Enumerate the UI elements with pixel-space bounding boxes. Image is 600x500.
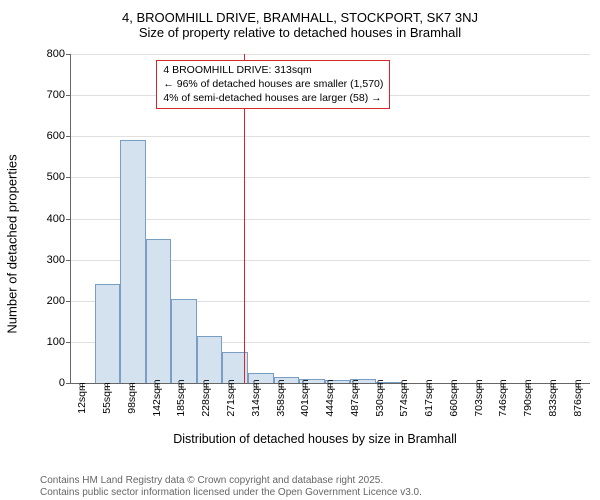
x-tick: 55sqm [95,386,120,436]
histogram-bar [197,336,223,383]
chart-area: Number of detached properties 0100200300… [30,44,600,444]
footer-line2: Contains public sector information licen… [40,487,422,499]
x-tick: 487sqm [342,386,367,436]
x-tick: 12sqm [70,386,95,436]
plot-area: 0100200300400500600700800 4 BROOMHILL DR… [70,54,590,384]
x-tick-label: 833sqm [547,379,559,416]
histogram-bar [171,299,197,383]
x-tick: 401sqm [293,386,318,436]
x-tick-label: 358sqm [275,379,287,416]
x-tick: 228sqm [194,386,219,436]
histogram-bar [95,284,121,383]
chart-title-line1: 4, BROOMHILL DRIVE, BRAMHALL, STOCKPORT,… [10,10,590,25]
annotation-line2: ← 96% of detached houses are smaller (1,… [163,77,383,91]
x-tick-label: 185sqm [175,379,187,416]
x-tick: 530sqm [367,386,392,436]
chart-title-line2: Size of property relative to detached ho… [10,25,590,40]
x-tick-label: 401sqm [299,379,311,416]
x-tick-label: 314sqm [250,379,262,416]
x-tick-label: 142sqm [151,379,163,416]
annotation-line1: 4 BROOMHILL DRIVE: 313sqm [163,63,383,77]
x-tick: 185sqm [169,386,194,436]
x-tick-label: 228sqm [200,379,212,416]
x-tick-label: 12sqm [76,382,88,414]
x-tick: 746sqm [491,386,516,436]
x-tick-label: 790sqm [522,379,534,416]
x-tick: 314sqm [243,386,268,436]
x-ticks: 12sqm55sqm98sqm142sqm185sqm228sqm271sqm3… [70,386,590,436]
x-tick-label: 703sqm [473,379,485,416]
x-tick: 271sqm [219,386,244,436]
x-tick: 660sqm [441,386,466,436]
x-tick: 703sqm [466,386,491,436]
x-tick: 358sqm [268,386,293,436]
x-tick: 617sqm [417,386,442,436]
x-tick-label: 617sqm [423,379,435,416]
x-axis-label: Distribution of detached houses by size … [173,432,456,446]
x-tick-label: 530sqm [374,379,386,416]
x-tick: 574sqm [392,386,417,436]
annotation-box: 4 BROOMHILL DRIVE: 313sqm ← 96% of detac… [156,60,390,109]
x-tick-label: 98sqm [126,382,138,414]
x-tick: 444sqm [318,386,343,436]
x-tick: 142sqm [144,386,169,436]
x-tick-label: 444sqm [324,379,336,416]
annotation-line3: 4% of semi-detached houses are larger (5… [163,91,383,105]
histogram-bar [120,140,146,383]
x-tick-label: 271sqm [225,379,237,416]
x-tick-label: 660sqm [448,379,460,416]
x-tick: 833sqm [541,386,566,436]
x-tick: 98sqm [120,386,145,436]
x-tick-label: 746sqm [497,379,509,416]
x-tick: 876sqm [565,386,590,436]
x-tick-label: 876sqm [572,379,584,416]
x-tick-label: 55sqm [101,382,113,414]
x-tick: 790sqm [516,386,541,436]
footer-attribution: Contains HM Land Registry data © Crown c… [40,475,422,499]
footer-line1: Contains HM Land Registry data © Crown c… [40,475,422,487]
x-tick-label: 574sqm [398,379,410,416]
y-tick-mark [66,383,71,384]
x-tick-label: 487sqm [349,379,361,416]
y-axis-label: Number of detached properties [5,154,20,333]
histogram-bar [146,239,172,383]
